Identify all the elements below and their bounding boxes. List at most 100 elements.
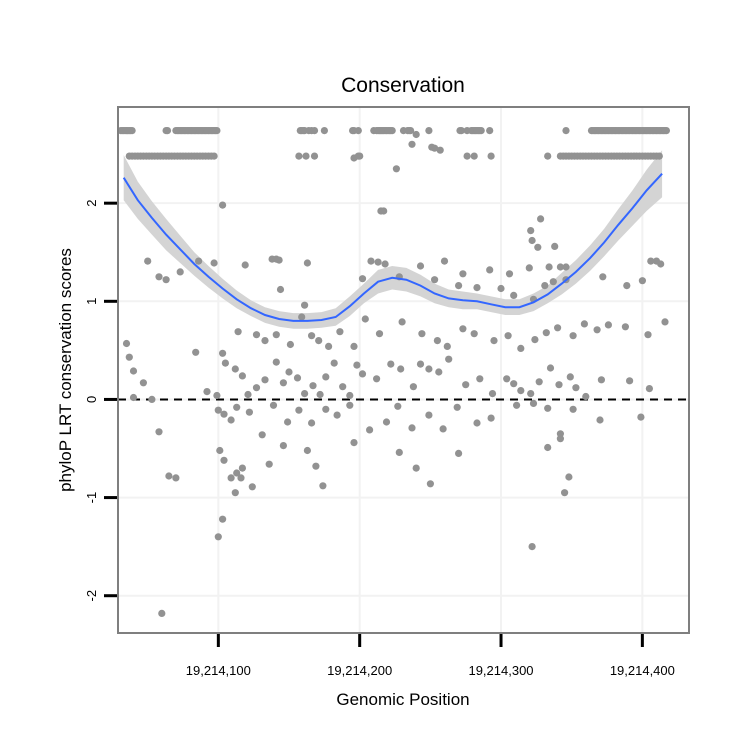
data-point — [309, 382, 317, 390]
data-point — [234, 328, 242, 336]
data-point — [655, 152, 663, 160]
data-point — [433, 337, 441, 345]
data-point — [593, 326, 601, 334]
data-point — [397, 365, 405, 373]
data-point — [358, 275, 367, 283]
data-point — [477, 127, 485, 135]
data-point — [322, 405, 330, 413]
data-point — [528, 543, 536, 551]
data-point — [596, 416, 604, 424]
data-point — [623, 282, 631, 290]
data-point — [443, 342, 451, 350]
data-point — [409, 383, 417, 391]
data-point — [330, 359, 338, 367]
data-point — [353, 361, 361, 369]
data-point — [144, 257, 152, 265]
data-point — [527, 227, 535, 235]
data-point — [535, 378, 543, 386]
data-point — [621, 323, 630, 331]
data-point — [531, 336, 539, 344]
data-point — [513, 401, 521, 409]
data-point — [436, 146, 444, 154]
data-point — [556, 263, 565, 271]
data-point — [261, 376, 269, 384]
data-point — [510, 291, 518, 299]
data-point — [213, 391, 221, 400]
data-point — [463, 152, 471, 160]
y-tick-label: 2 — [84, 200, 99, 207]
axis-layer: 19,214,100 19,214,200 19,214,300 19,214,400… — [84, 200, 675, 678]
data-point — [462, 381, 470, 389]
data-point — [566, 373, 574, 381]
data-point — [418, 330, 426, 338]
data-point — [431, 276, 439, 284]
data-point — [435, 368, 443, 376]
data-point — [276, 285, 285, 294]
data-point — [457, 127, 465, 135]
data-point — [272, 331, 280, 339]
data-point — [380, 207, 388, 215]
data-point — [129, 393, 138, 402]
data-point — [455, 449, 463, 457]
data-point — [541, 282, 549, 290]
data-point — [537, 215, 545, 223]
data-point — [269, 401, 278, 409]
data-point — [473, 284, 481, 292]
data-point — [459, 270, 467, 278]
data-point — [375, 330, 384, 338]
data-point — [439, 425, 447, 433]
data-point — [561, 489, 569, 497]
y-tick-label: -1 — [84, 492, 99, 504]
data-point — [387, 360, 395, 368]
data-point — [544, 152, 552, 160]
data-point — [416, 262, 425, 270]
data-point — [490, 337, 498, 345]
data-point — [195, 257, 203, 265]
data-point — [128, 127, 136, 135]
data-point — [214, 406, 222, 414]
data-point — [408, 140, 416, 148]
data-point — [645, 385, 654, 393]
data-point — [473, 419, 481, 427]
data-point — [580, 320, 589, 328]
data-point — [302, 152, 310, 160]
data-point — [286, 340, 294, 349]
data-point — [245, 408, 253, 416]
data-point — [231, 365, 239, 373]
data-point — [303, 446, 311, 455]
data-point — [407, 127, 415, 135]
data-point — [453, 403, 461, 411]
data-point — [237, 474, 245, 482]
data-point — [219, 515, 227, 523]
data-point — [555, 381, 563, 389]
data-point — [551, 242, 559, 250]
data-point — [425, 411, 433, 419]
data-point — [546, 364, 555, 372]
data-point — [265, 460, 273, 468]
y-tick-label: 1 — [84, 298, 99, 305]
data-point — [395, 448, 403, 456]
data-point — [534, 243, 542, 251]
data-point — [597, 376, 606, 384]
x-tick-label: 19,214,400 — [610, 663, 675, 678]
data-point — [486, 266, 494, 274]
data-point — [203, 388, 211, 396]
data-point — [604, 321, 613, 329]
y-tick-label: -2 — [84, 590, 99, 602]
data-point — [303, 259, 311, 267]
data-point — [336, 328, 344, 336]
data-point — [544, 443, 552, 452]
x-tick-label: 19,214,100 — [186, 663, 251, 678]
data-point — [172, 474, 180, 482]
data-point — [562, 127, 570, 135]
data-point — [412, 130, 420, 139]
data-point — [322, 373, 330, 381]
data-point — [503, 375, 511, 383]
data-point — [528, 236, 536, 245]
data-point — [272, 358, 280, 366]
data-point — [325, 342, 333, 350]
data-point — [231, 489, 239, 497]
data-point — [129, 367, 138, 375]
data-point — [227, 416, 235, 424]
